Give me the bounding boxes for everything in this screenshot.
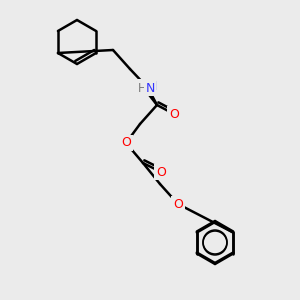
Text: O: O [156,166,166,178]
Text: H: H [138,82,146,94]
Text: O: O [173,197,183,211]
Text: N: N [145,82,155,94]
Text: H: H [139,80,147,94]
Text: O: O [169,107,179,121]
Text: N: N [147,80,157,94]
Text: O: O [121,136,131,149]
